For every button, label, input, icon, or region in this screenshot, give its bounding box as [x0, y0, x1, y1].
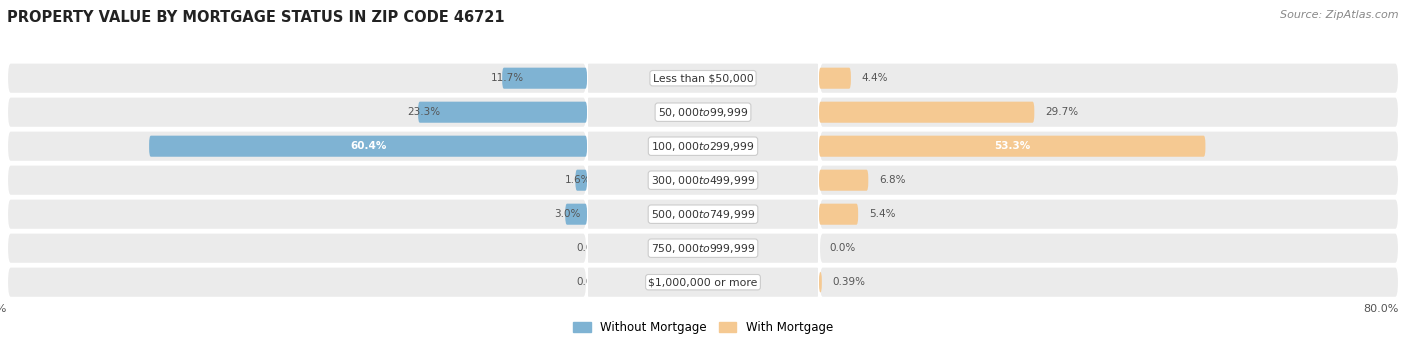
FancyBboxPatch shape [818, 136, 1205, 157]
Text: 80.0%: 80.0% [1364, 304, 1399, 314]
FancyBboxPatch shape [7, 63, 588, 94]
Text: 60.4%: 60.4% [350, 141, 387, 151]
FancyBboxPatch shape [418, 102, 588, 123]
FancyBboxPatch shape [7, 199, 588, 230]
FancyBboxPatch shape [575, 170, 588, 191]
Text: 0.0%: 0.0% [576, 277, 602, 287]
FancyBboxPatch shape [818, 63, 1399, 94]
FancyBboxPatch shape [818, 233, 1399, 264]
FancyBboxPatch shape [502, 68, 588, 89]
FancyBboxPatch shape [588, 233, 818, 264]
Text: Source: ZipAtlas.com: Source: ZipAtlas.com [1281, 10, 1399, 20]
FancyBboxPatch shape [588, 199, 818, 230]
FancyBboxPatch shape [588, 131, 818, 162]
FancyBboxPatch shape [7, 97, 588, 128]
FancyBboxPatch shape [818, 170, 869, 191]
FancyBboxPatch shape [818, 199, 1399, 230]
FancyBboxPatch shape [818, 68, 851, 89]
Text: $300,000 to $499,999: $300,000 to $499,999 [651, 174, 755, 187]
Text: 29.7%: 29.7% [1045, 107, 1078, 117]
FancyBboxPatch shape [818, 165, 1399, 196]
FancyBboxPatch shape [565, 204, 588, 225]
Text: $1,000,000 or more: $1,000,000 or more [648, 277, 758, 287]
Text: 0.39%: 0.39% [832, 277, 866, 287]
Text: $50,000 to $99,999: $50,000 to $99,999 [658, 106, 748, 119]
Text: 1.6%: 1.6% [565, 175, 591, 185]
Text: 0.0%: 0.0% [830, 243, 856, 253]
Text: 11.7%: 11.7% [491, 73, 524, 83]
Text: 23.3%: 23.3% [408, 107, 440, 117]
FancyBboxPatch shape [818, 272, 823, 293]
Text: $100,000 to $299,999: $100,000 to $299,999 [651, 140, 755, 153]
Text: PROPERTY VALUE BY MORTGAGE STATUS IN ZIP CODE 46721: PROPERTY VALUE BY MORTGAGE STATUS IN ZIP… [7, 10, 505, 25]
Text: 53.3%: 53.3% [994, 141, 1031, 151]
FancyBboxPatch shape [588, 97, 818, 128]
Text: $750,000 to $999,999: $750,000 to $999,999 [651, 242, 755, 255]
FancyBboxPatch shape [818, 267, 1399, 298]
FancyBboxPatch shape [588, 63, 818, 94]
Text: 80.0%: 80.0% [0, 304, 7, 314]
Text: Less than $50,000: Less than $50,000 [652, 73, 754, 83]
FancyBboxPatch shape [818, 204, 858, 225]
Text: $500,000 to $749,999: $500,000 to $749,999 [651, 208, 755, 221]
FancyBboxPatch shape [7, 165, 588, 196]
Text: 3.0%: 3.0% [554, 209, 581, 219]
FancyBboxPatch shape [7, 131, 588, 162]
Text: 0.0%: 0.0% [576, 243, 602, 253]
Legend: Without Mortgage, With Mortgage: Without Mortgage, With Mortgage [574, 321, 832, 334]
FancyBboxPatch shape [588, 165, 818, 196]
Text: 6.8%: 6.8% [879, 175, 905, 185]
Text: 4.4%: 4.4% [862, 73, 889, 83]
FancyBboxPatch shape [818, 97, 1399, 128]
Text: 5.4%: 5.4% [869, 209, 896, 219]
FancyBboxPatch shape [818, 102, 1035, 123]
FancyBboxPatch shape [149, 136, 588, 157]
FancyBboxPatch shape [7, 233, 588, 264]
FancyBboxPatch shape [7, 267, 588, 298]
FancyBboxPatch shape [818, 131, 1399, 162]
FancyBboxPatch shape [588, 267, 818, 298]
